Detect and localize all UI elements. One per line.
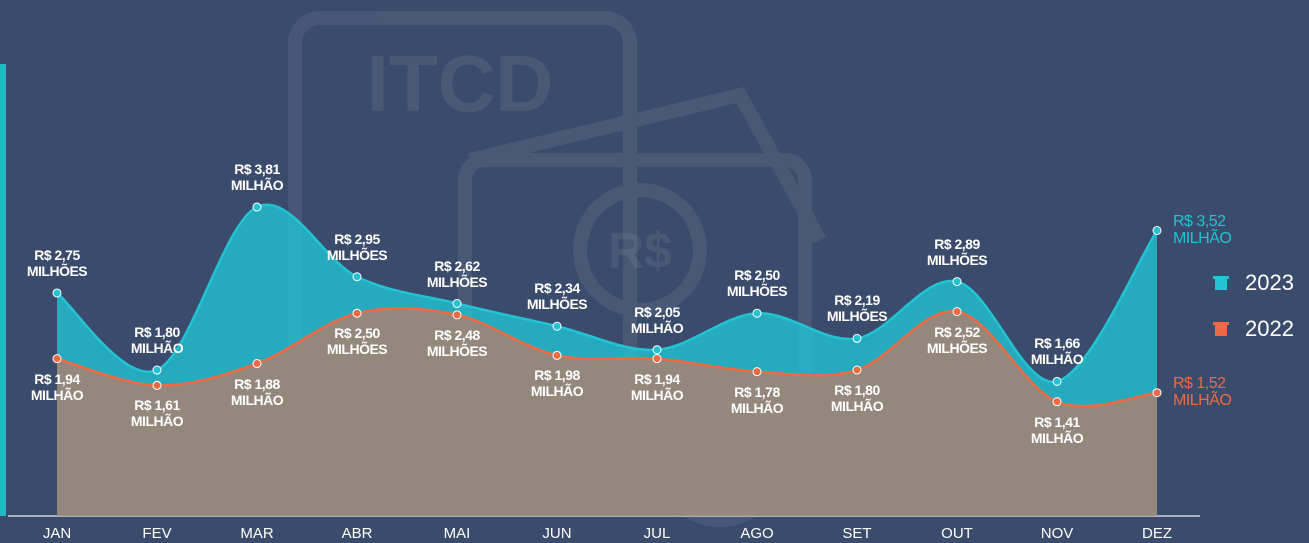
x-tick-label: ABR xyxy=(342,525,373,542)
value-label: R$ 1,94 MILHÃO xyxy=(30,370,84,403)
value-label: R$ 1,78 MILHÃO xyxy=(730,383,784,416)
point xyxy=(452,310,462,320)
value-label: R$ 2,34 MILHÕES xyxy=(526,280,588,313)
value-label: R$ 3,81 MILHÃO xyxy=(230,161,284,193)
legend-marker xyxy=(1213,322,1229,336)
x-tick-label: JUN xyxy=(542,525,571,542)
point xyxy=(652,345,662,355)
value-label: R$ 1,98 MILHÃO xyxy=(530,367,584,400)
point xyxy=(852,333,862,343)
x-tick-label: MAR xyxy=(240,525,274,542)
x-tick-label: SET xyxy=(842,525,871,542)
value-label: R$ 1,94 MILHÃO xyxy=(630,370,684,403)
point xyxy=(252,359,262,369)
value-label: R$ 2,05 MILHÃO xyxy=(630,303,684,336)
point xyxy=(852,365,862,375)
value-label: R$ 1,41 MILHÃO xyxy=(1030,413,1084,446)
line xyxy=(56,307,1158,408)
line xyxy=(56,203,1159,383)
value-label: R$ 2,50 MILHÕES xyxy=(726,267,788,300)
point xyxy=(752,308,762,318)
point xyxy=(1152,388,1162,398)
value-label: R$ 1,80 MILHÃO xyxy=(130,324,184,357)
area xyxy=(57,308,1157,516)
value-label: R$ 1,88 MILHÃO xyxy=(230,375,284,408)
point xyxy=(952,277,962,287)
legend-marker xyxy=(1213,276,1229,290)
value-label: R$ 3,52 MILHÃO xyxy=(1173,212,1232,247)
point xyxy=(52,288,62,298)
value-label: R$ 2,19 MILHÕES xyxy=(826,292,888,325)
value-label: R$ 2,62 MILHÕES xyxy=(426,257,488,290)
point xyxy=(452,299,462,309)
value-label: R$ 1,80 MILHÃO xyxy=(830,382,884,415)
x-tick-label: MAI xyxy=(444,525,471,542)
value-label: R$ 1,66 MILHÃO xyxy=(1030,335,1084,368)
x-tick-label: FEV xyxy=(142,525,171,542)
point xyxy=(1052,376,1062,386)
point xyxy=(652,354,662,364)
x-tick-label: JAN xyxy=(43,525,71,542)
value-label: R$ 1,52 MILHÃO xyxy=(1173,374,1232,409)
point xyxy=(352,308,362,318)
point xyxy=(352,272,362,282)
x-tick-label: DEZ xyxy=(1142,525,1172,542)
value-label: R$ 2,95 MILHÕES xyxy=(326,230,388,263)
x-tick-label: OUT xyxy=(941,525,973,542)
value-label: R$ 2,89 MILHÕES xyxy=(926,235,988,268)
watermark-title: ITCD xyxy=(367,39,554,128)
legend-label: 2022 xyxy=(1245,316,1294,341)
x-tick-label: NOV xyxy=(1041,525,1074,542)
point xyxy=(152,365,162,375)
value-label: R$ 2,50 MILHÕES xyxy=(326,325,388,358)
x-tick-label: JUL xyxy=(644,525,671,542)
point xyxy=(952,307,962,317)
value-label: R$ 1,61 MILHÃO xyxy=(130,397,184,430)
watermark-coin: R$ xyxy=(608,223,672,279)
value-label: R$ 2,48 MILHÕES xyxy=(426,326,488,359)
point xyxy=(552,321,562,331)
legend-label: 2023 xyxy=(1245,270,1294,295)
x-tick-label: AGO xyxy=(740,525,773,542)
value-label: R$ 2,75 MILHÕES xyxy=(26,246,88,279)
point xyxy=(252,202,262,212)
point xyxy=(752,367,762,377)
value-label: R$ 2,52 MILHÕES xyxy=(926,323,988,356)
point xyxy=(152,380,162,390)
point xyxy=(552,350,562,360)
point xyxy=(1152,226,1162,236)
point xyxy=(52,354,62,364)
point xyxy=(1052,397,1062,407)
side-bar xyxy=(0,64,6,516)
